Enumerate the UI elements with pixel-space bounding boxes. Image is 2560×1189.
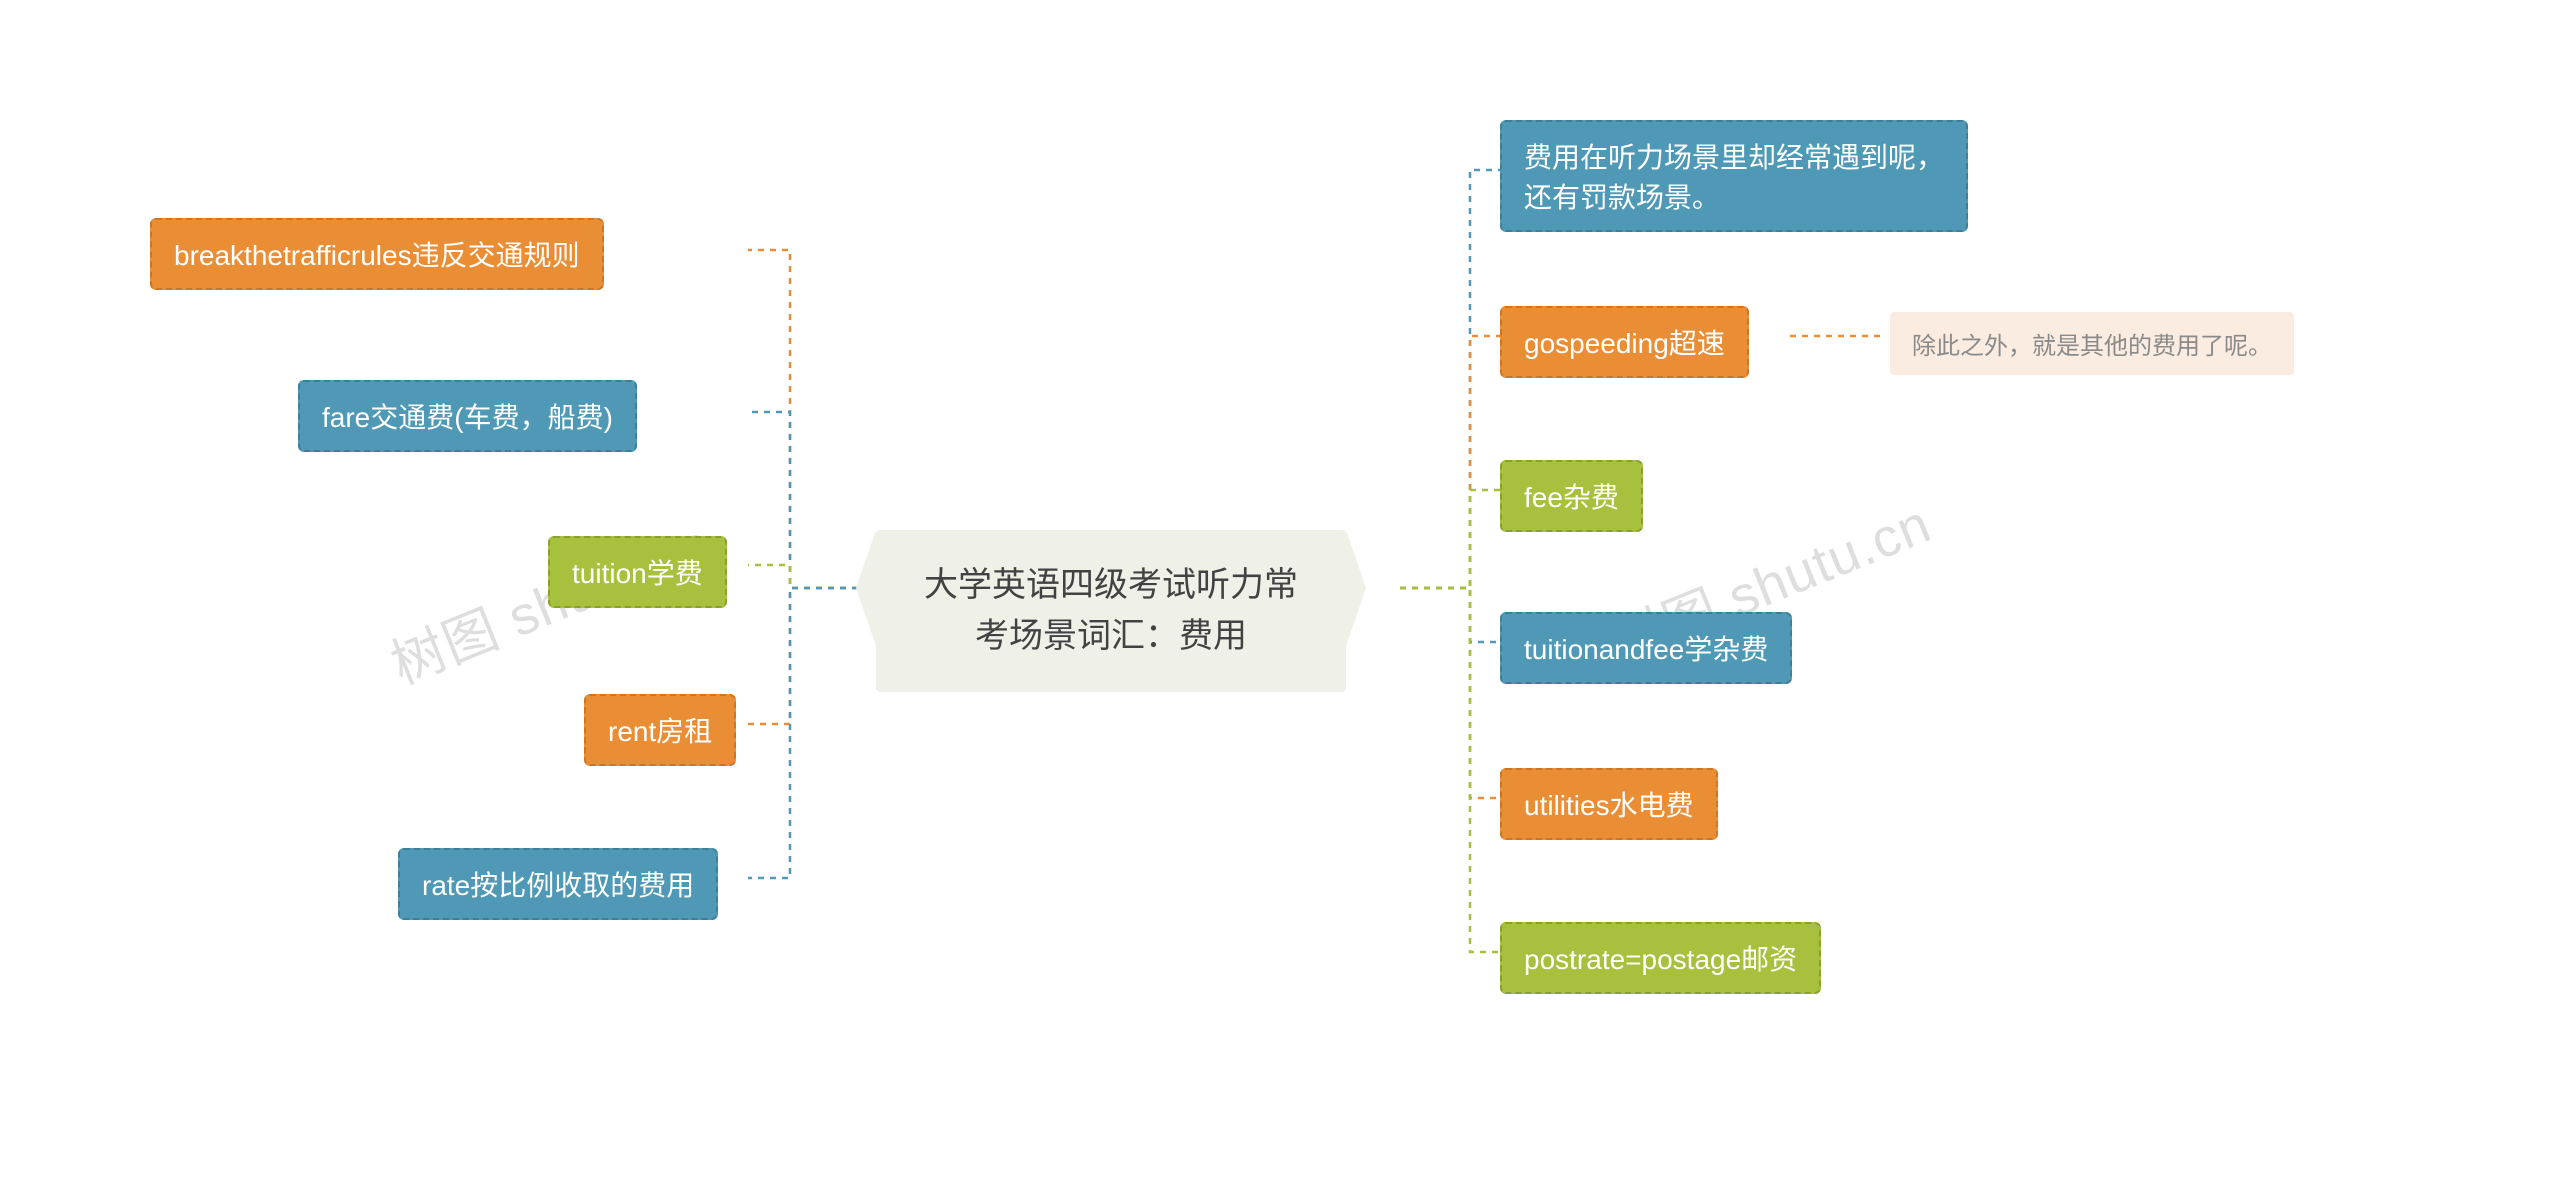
center-line1: 大学英语四级考试听力常 [924, 566, 1298, 604]
left-node-traffic-rules[interactable]: breakthetrafficrules违反交通规则 [150, 218, 604, 290]
connector [1400, 490, 1500, 588]
mindmap-canvas: 树图 shutu.cn 树图 shutu.cn 大学英语四级考试听力常 考场景词… [0, 0, 2560, 1189]
node-label: tuitionandfee学杂费 [1524, 634, 1768, 665]
leaf-label: 除此之外，就是其他的费用了呢。 [1912, 333, 2272, 360]
right-node-utilities[interactable]: utilities水电费 [1500, 768, 1718, 840]
node-label-line2: 还有罚款场景。 [1524, 182, 1720, 213]
center-node[interactable]: 大学英语四级考试听力常 考场景词汇：费用 [876, 530, 1346, 692]
node-label: fee杂费 [1524, 482, 1619, 513]
right-node-tuitionandfee[interactable]: tuitionandfee学杂费 [1500, 612, 1792, 684]
connector [748, 588, 858, 724]
node-label: tuition学费 [572, 558, 703, 589]
right-node-fee[interactable]: fee杂费 [1500, 460, 1643, 532]
connector [748, 565, 858, 588]
left-node-fare[interactable]: fare交通费(车费，船费) [298, 380, 637, 452]
right-node-gospeeding[interactable]: gospeeding超速 [1500, 306, 1749, 378]
left-node-rent[interactable]: rent房租 [584, 694, 736, 766]
right-node-postrate[interactable]: postrate=postage邮资 [1500, 922, 1821, 994]
left-node-tuition[interactable]: tuition学费 [548, 536, 727, 608]
node-label: rate按比例收取的费用 [422, 870, 694, 901]
node-label: fare交通费(车费，船费) [322, 402, 613, 433]
connector [748, 250, 858, 588]
node-label: breakthetrafficrules违反交通规则 [174, 240, 580, 271]
node-label: gospeeding超速 [1524, 328, 1725, 359]
left-node-rate[interactable]: rate按比例收取的费用 [398, 848, 718, 920]
connector [1400, 588, 1500, 798]
right-node-intro[interactable]: 费用在听力场景里却经常遇到呢， 还有罚款场景。 [1500, 120, 1968, 232]
connector [1400, 336, 1500, 588]
connector [748, 588, 858, 878]
node-label: postrate=postage邮资 [1524, 944, 1797, 975]
connector [1400, 588, 1500, 952]
connector [748, 412, 858, 588]
center-line2: 考场景词汇：费用 [975, 617, 1247, 655]
node-label-line1: 费用在听力场景里却经常遇到呢， [1524, 142, 1944, 173]
node-label: rent房租 [608, 716, 712, 747]
sub-leaf-note[interactable]: 除此之外，就是其他的费用了呢。 [1890, 312, 2294, 375]
connector [1400, 588, 1500, 642]
connector [1400, 170, 1500, 588]
node-label: utilities水电费 [1524, 790, 1694, 821]
